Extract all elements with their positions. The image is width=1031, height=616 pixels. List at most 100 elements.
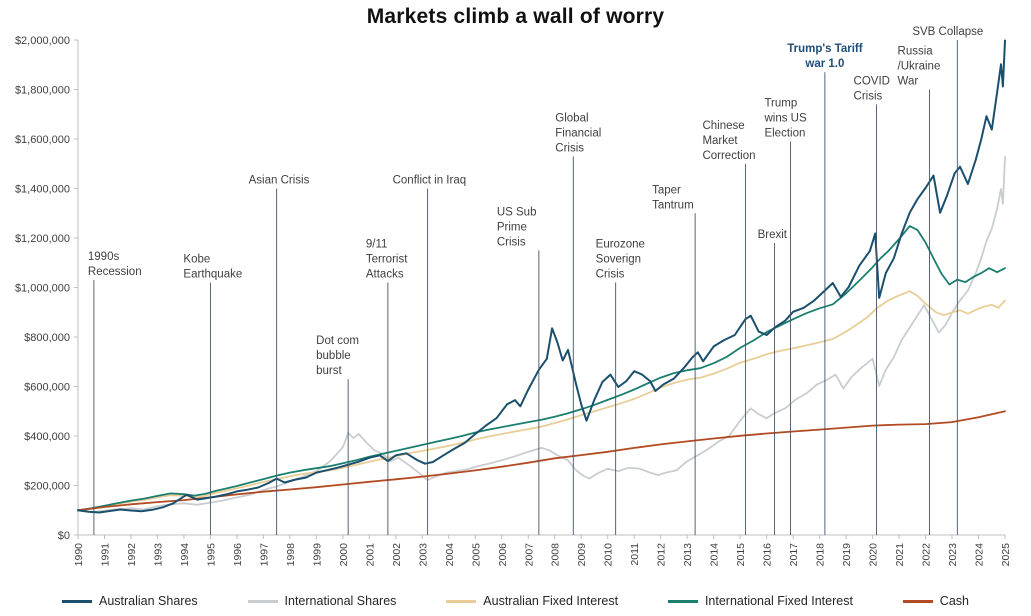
x-tick-label: 2019 xyxy=(841,543,853,567)
x-tick-label: 2023 xyxy=(947,543,959,567)
event-covid-crisis: COVID Crisis xyxy=(854,75,890,535)
plot-area: $0 $200,000 $400,000 $600,000 $800,000 $1,000… xyxy=(15,26,1012,567)
event-label-brexit: Brexit xyxy=(758,229,788,241)
y-tick-label: $600,000 xyxy=(24,382,70,394)
x-tick-label: 2017 xyxy=(788,543,800,567)
event-label-trump-wins-us-election: Trump xyxy=(764,97,797,109)
legend-item-australian-shares: Australian Shares xyxy=(62,594,198,608)
y-tick-label: $1,000,000 xyxy=(15,283,70,295)
event-label-us-sub-prime-crisis: Prime xyxy=(497,221,527,233)
x-tick-label: 2003 xyxy=(417,543,429,567)
legend-swatch-international-shares xyxy=(247,599,278,603)
legend-label-australian-fixed-interest: Australian Fixed Interest xyxy=(483,594,619,608)
event-label-svb-collapse: SVB Collapse xyxy=(912,26,983,38)
x-tick-label: 1998 xyxy=(285,543,297,567)
x-tick-label: 2020 xyxy=(868,543,880,567)
x-tick-label: 2010 xyxy=(603,543,615,567)
event-label-chinese-market-correction: Correction xyxy=(702,150,755,162)
event-annotations: 1990s Recession Kobe Earthquake Asian Crisis… xyxy=(88,26,983,535)
event-label-chinese-market-correction: Market xyxy=(702,135,738,147)
event-label-russia-ukraine-war: Russia xyxy=(898,46,934,58)
x-tick-label: 2013 xyxy=(682,543,694,567)
event-trump-wins-us-election: Trump wins US Election xyxy=(763,97,807,535)
event-label-russia-ukraine-war: /Ukraine xyxy=(898,61,941,73)
legend-swatch-australian-fixed-interest xyxy=(446,599,477,603)
legend-label-international-fixed-interest: International Fixed Interest xyxy=(704,594,853,608)
x-tick-label: 1999 xyxy=(311,543,323,567)
event-label-kobe-earthquake: Earthquake xyxy=(183,269,242,281)
x-tick-label: 2012 xyxy=(656,543,668,567)
event-asian-crisis: Asian Crisis xyxy=(249,175,310,535)
legend-item-international-fixed-interest: International Fixed Interest xyxy=(667,594,853,608)
legend-item-international-shares: International Shares xyxy=(247,594,397,608)
x-tick-label: 2011 xyxy=(629,543,641,566)
x-tick-label: 2018 xyxy=(815,543,827,567)
event-us-sub-prime-crisis: US Sub Prime Crisis xyxy=(497,206,540,535)
x-tick-label: 2007 xyxy=(523,543,535,567)
x-tick-label: 2024 xyxy=(974,543,986,567)
x-tick-label: 2021 xyxy=(894,543,906,567)
y-tick-label: $1,600,000 xyxy=(15,134,70,146)
x-tick-label: 1995 xyxy=(205,543,217,567)
event-trumps-tariff-war-1-0: Trump's Tariff war 1.0 xyxy=(787,43,863,535)
x-tick-label: 2008 xyxy=(550,543,562,567)
event-label-global-financial-crisis: Crisis xyxy=(555,142,584,154)
event-label-1990s-recession: 1990s xyxy=(88,251,120,263)
x-tick-label: 2014 xyxy=(709,543,721,567)
event-label-9-11-terrorist-attacks: 9/11 xyxy=(366,239,388,251)
event-label-taper-tantrum: Taper xyxy=(652,184,681,196)
legend-swatch-cash xyxy=(902,599,933,603)
event-label-taper-tantrum: Tantrum xyxy=(652,199,694,211)
event-label-9-11-terrorist-attacks: Attacks xyxy=(366,269,404,281)
event-label-russia-ukraine-war: War xyxy=(898,76,919,88)
event-label-us-sub-prime-crisis: US Sub xyxy=(497,206,537,218)
event-dot-com-bubble-burst: Dot com bubble burst xyxy=(316,335,359,535)
event-label-1990s-recession: Recession xyxy=(88,266,142,278)
event-label-conflict-in-iraq: Conflict in Iraq xyxy=(393,175,467,187)
event-kobe-earthquake: Kobe Earthquake xyxy=(183,254,242,535)
x-tick-label: 2006 xyxy=(497,543,509,567)
y-tick-label: $1,400,000 xyxy=(15,184,70,196)
x-tick-label: 1996 xyxy=(232,543,244,567)
event-chinese-market-correction: Chinese Market Correction xyxy=(702,120,756,535)
y-tick-label: $0 xyxy=(58,530,70,542)
chart-title: Markets climb a wall of worry xyxy=(366,5,665,28)
event-label-chinese-market-correction: Chinese xyxy=(702,120,744,132)
event-russia-ukraine-war: Russia/Ukraine War xyxy=(898,46,941,535)
legend-label-international-shares: International Shares xyxy=(284,594,397,608)
event-global-financial-crisis: Global Financial Crisis xyxy=(555,112,601,535)
event-label-dot-com-bubble-burst: Dot com xyxy=(316,335,359,347)
event-label-dot-com-bubble-burst: burst xyxy=(316,365,342,377)
event-label-asian-crisis: Asian Crisis xyxy=(249,175,310,187)
event-label-global-financial-crisis: Global xyxy=(555,112,588,124)
event-label-dot-com-bubble-burst: bubble xyxy=(316,350,351,362)
event-label-kobe-earthquake: Kobe xyxy=(183,254,210,266)
event-label-eurozone-soverign-crisis: Eurozone xyxy=(596,239,645,251)
event-label-covid-crisis: Crisis xyxy=(854,90,883,102)
event-1990s-recession: 1990s Recession xyxy=(88,251,142,535)
x-tick-label: 2015 xyxy=(735,543,747,567)
event-label-trumps-tariff-war-1-0: war 1.0 xyxy=(804,58,844,70)
event-label-global-financial-crisis: Financial xyxy=(555,127,601,139)
y-tick-label: $2,000,000 xyxy=(15,35,70,47)
x-axis: 1990 1991 1992 1993 1994 1995 1996 1997 1998 1999… xyxy=(73,534,1012,567)
y-tick-label: $200,000 xyxy=(24,481,70,493)
event-label-eurozone-soverign-crisis: Crisis xyxy=(596,269,625,281)
x-tick-label: 1991 xyxy=(99,543,111,567)
x-tick-label: 1997 xyxy=(258,543,270,567)
x-tick-label: 2004 xyxy=(444,543,456,567)
series-line-australian-shares xyxy=(77,39,1006,514)
y-tick-label: $800,000 xyxy=(24,332,70,344)
event-label-trump-wins-us-election: Election xyxy=(764,127,805,139)
y-tick-label: $400,000 xyxy=(24,431,70,443)
legend-label-cash: Cash xyxy=(939,594,969,608)
event-label-us-sub-prime-crisis: Crisis xyxy=(497,236,526,248)
x-tick-label: 2025 xyxy=(1000,543,1012,567)
series-line-international-shares xyxy=(77,155,1006,513)
y-axis: $0 $200,000 $400,000 $600,000 $800,000 $1,000… xyxy=(15,35,79,542)
x-tick-label: 2001 xyxy=(364,543,376,567)
legend-swatch-australian-shares xyxy=(62,599,92,603)
event-label-9-11-terrorist-attacks: Terrorist xyxy=(366,254,408,266)
event-label-trumps-tariff-war-1-0: Trump's Tariff xyxy=(787,43,863,55)
event-label-eurozone-soverign-crisis: Soverign xyxy=(596,254,641,266)
